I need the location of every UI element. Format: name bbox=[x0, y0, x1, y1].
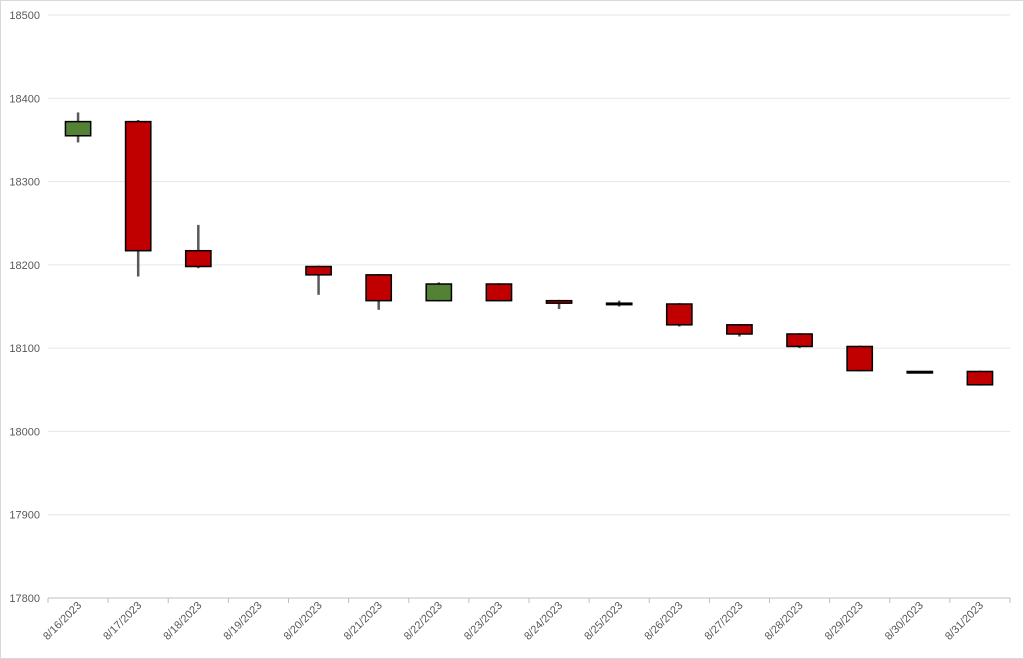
y-tick-label: 18300 bbox=[9, 177, 40, 189]
y-tick-label: 17900 bbox=[9, 510, 40, 522]
x-tick-label: 8/28/2023 bbox=[763, 600, 806, 643]
candle bbox=[425, 282, 453, 302]
y-tick-label: 18200 bbox=[9, 260, 40, 272]
x-tick-label: 8/22/2023 bbox=[402, 600, 445, 643]
candle bbox=[726, 323, 753, 337]
candle bbox=[966, 370, 994, 386]
candle-body bbox=[545, 299, 573, 304]
x-tick-label: 8/25/2023 bbox=[582, 600, 625, 643]
y-tick-label: 17800 bbox=[9, 593, 40, 605]
candle-body bbox=[365, 274, 393, 302]
candle-body bbox=[966, 370, 994, 386]
candle bbox=[485, 283, 513, 302]
candle-body bbox=[305, 265, 332, 276]
y-tick-label: 18000 bbox=[9, 426, 40, 438]
y-tick-label: 18100 bbox=[9, 343, 40, 355]
x-tick-label: 8/17/2023 bbox=[101, 600, 144, 643]
candle bbox=[846, 345, 874, 372]
candle-body bbox=[184, 249, 212, 268]
candle-body bbox=[64, 120, 92, 137]
x-tick-label: 8/16/2023 bbox=[41, 600, 84, 643]
candle-body bbox=[846, 345, 874, 372]
candle bbox=[906, 370, 934, 374]
x-tick-label: 8/23/2023 bbox=[462, 600, 505, 643]
candle-body bbox=[906, 370, 934, 374]
candle-body bbox=[124, 120, 152, 252]
candle bbox=[365, 274, 393, 310]
x-tick-label: 8/18/2023 bbox=[161, 600, 204, 643]
candle-body bbox=[726, 324, 753, 335]
candle bbox=[305, 265, 332, 295]
candle bbox=[64, 112, 92, 143]
candle bbox=[124, 119, 152, 277]
candle bbox=[184, 224, 212, 269]
candle-body bbox=[786, 333, 813, 348]
candle bbox=[605, 300, 633, 307]
candle bbox=[786, 333, 813, 349]
candle bbox=[665, 303, 693, 327]
candle bbox=[545, 299, 573, 309]
x-tick-label: 8/20/2023 bbox=[282, 600, 325, 643]
x-tick-label: 8/27/2023 bbox=[702, 600, 745, 643]
x-tick-label: 8/19/2023 bbox=[221, 600, 264, 643]
candle-body bbox=[665, 303, 693, 326]
x-tick-label: 8/30/2023 bbox=[883, 600, 926, 643]
candle-body bbox=[605, 302, 633, 306]
candle-body bbox=[485, 283, 513, 302]
candles bbox=[64, 112, 994, 386]
x-tick-label: 8/21/2023 bbox=[342, 600, 385, 643]
x-axis bbox=[47, 597, 1011, 603]
x-tick-label: 8/29/2023 bbox=[823, 600, 866, 643]
y-axis-tick-labels: 17800 17900 18000 18100 18200 18300 18400 18500 bbox=[9, 10, 40, 605]
x-tick-label: 8/31/2023 bbox=[943, 600, 986, 643]
x-tick-label: 8/26/2023 bbox=[642, 600, 685, 643]
y-tick-label: 18400 bbox=[9, 93, 40, 105]
gridlines bbox=[48, 14, 1010, 516]
candle-body bbox=[425, 283, 453, 302]
x-axis-tick-labels: 8/16/2023 8/17/2023 8/18/2023 8/19/2023 8/20… bbox=[41, 600, 986, 643]
y-tick-label: 18500 bbox=[9, 10, 40, 22]
x-tick-label: 8/24/2023 bbox=[522, 600, 565, 643]
